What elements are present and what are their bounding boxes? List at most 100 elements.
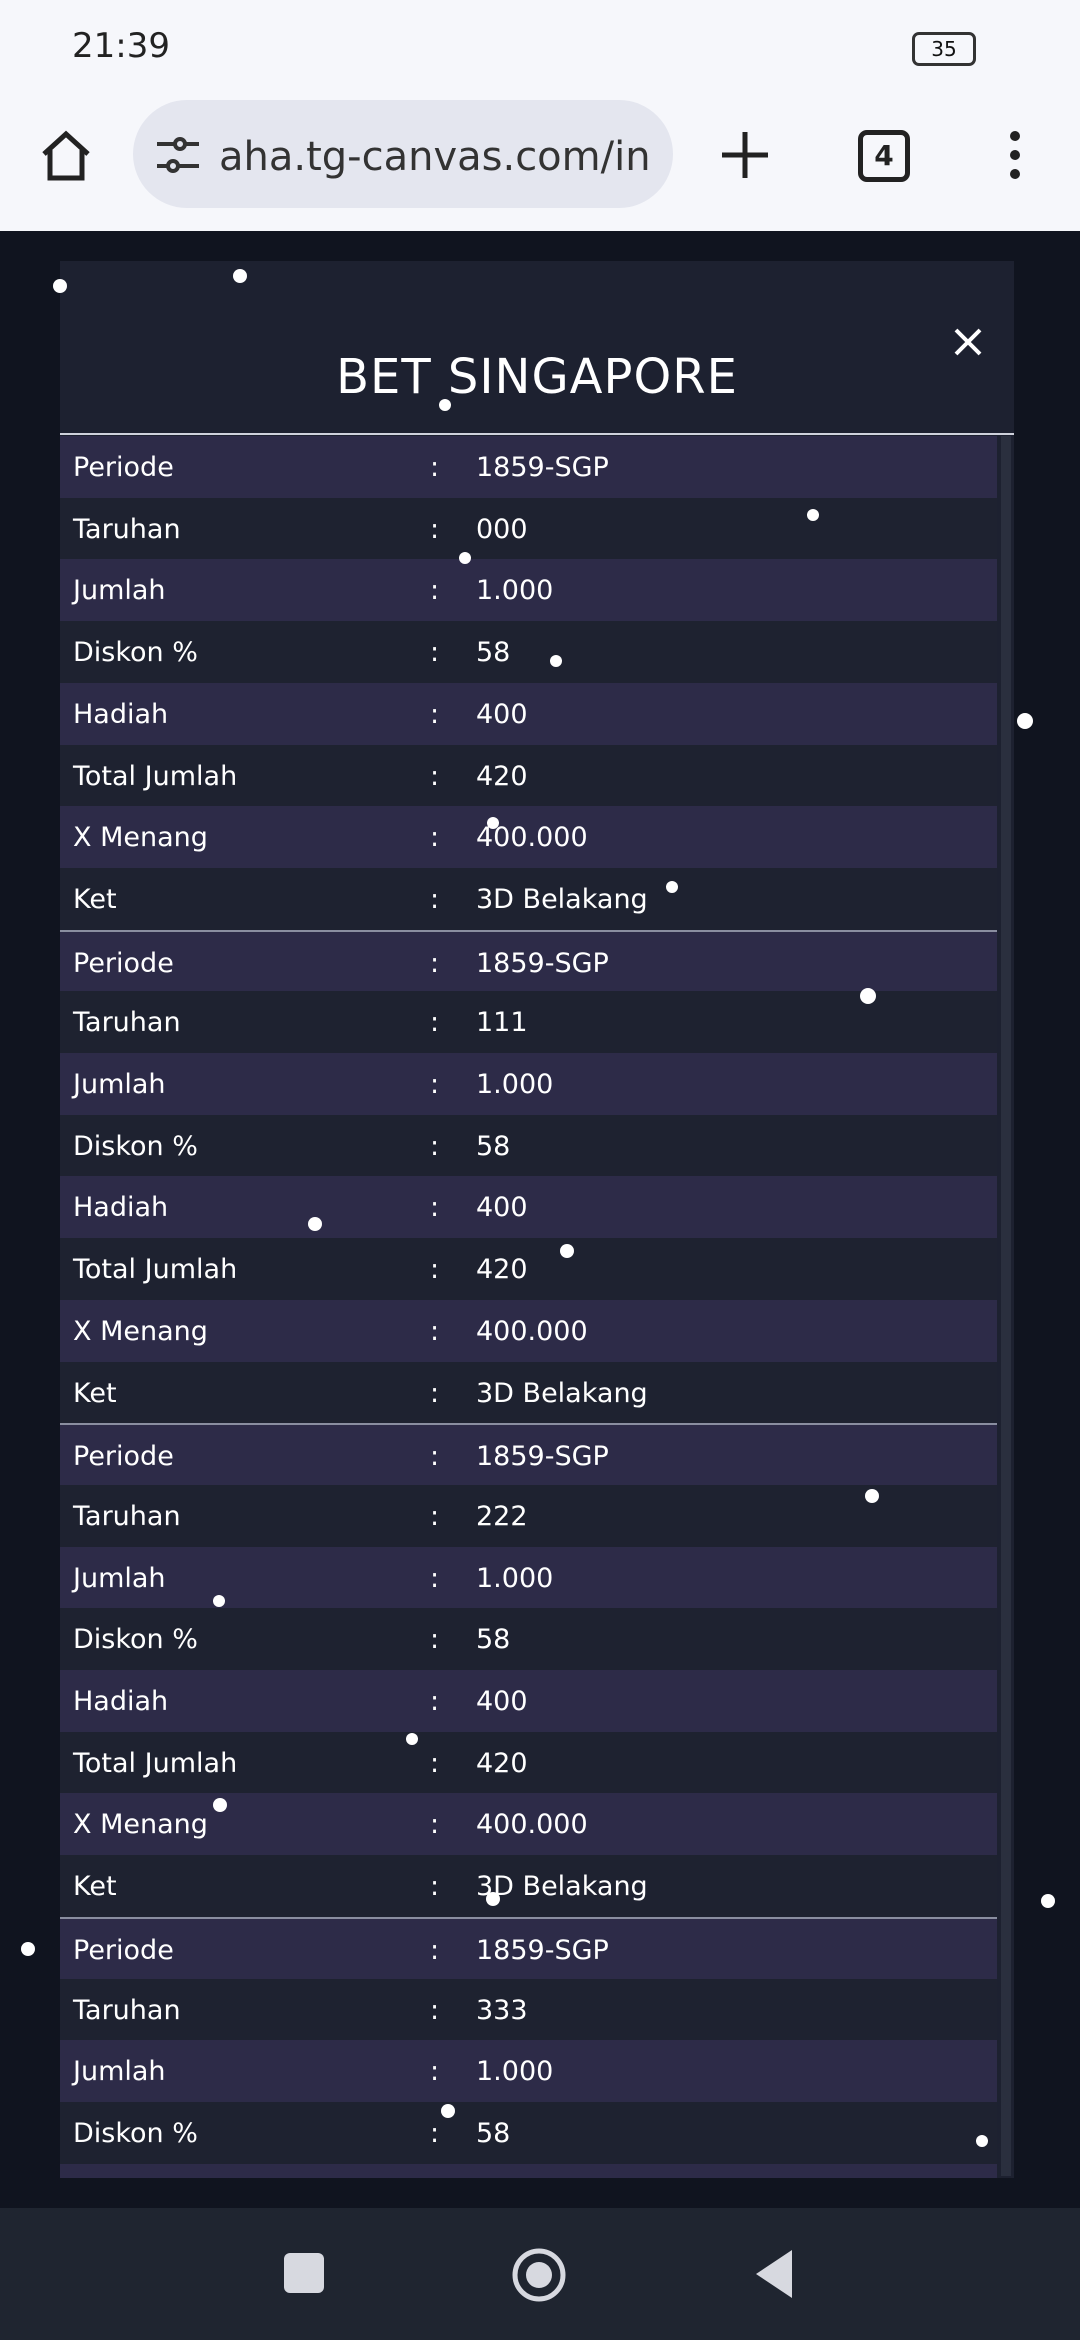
- row-value: 58: [476, 2117, 511, 2149]
- url: aha.tg-canvas.com/in: [219, 134, 651, 180]
- row-label: Diskon %: [73, 637, 198, 669]
- row-value: 420: [476, 1747, 528, 1779]
- row-label: Taruhan: [73, 513, 181, 545]
- row-label: Taruhan: [73, 1994, 181, 2026]
- row-label: Diskon %: [73, 1130, 198, 1162]
- row-label: X Menang: [73, 1809, 208, 1841]
- bet-row: Jumlah: 1.000: [60, 559, 997, 622]
- row-separator: :: [430, 760, 440, 792]
- address-bar[interactable]: aha.tg-canvas.com/in: [133, 100, 673, 208]
- bet-row: Diskon %: 58: [60, 1114, 997, 1177]
- row-value: 400.000: [476, 1315, 588, 1347]
- bet-row: Diskon %: 58: [60, 621, 997, 684]
- row-separator: :: [430, 575, 440, 607]
- bet-row: Jumlah: 1.000: [60, 1546, 997, 1609]
- row-value: 400: [476, 1686, 528, 1717]
- row-separator: :: [430, 1686, 440, 1717]
- row-label: Jumlah: [73, 1069, 166, 1100]
- row-value: 58: [476, 1130, 511, 1162]
- bet-row: Periode: 1859-SGP: [60, 1916, 997, 1981]
- page: BET SINGAPORE Periode: 1859-SGP Taruhan: 00…: [0, 231, 1080, 2208]
- row-value: 58: [476, 1624, 511, 1656]
- row-separator: :: [430, 2056, 440, 2088]
- row-value: 1.000: [476, 575, 554, 607]
- row-value: 3D Belakang: [476, 1377, 648, 1409]
- bet-row: Hadiah:400: [60, 1670, 997, 1732]
- row-separator: :: [430, 637, 440, 669]
- row-separator: :: [430, 1192, 440, 1224]
- row-value: 400: [476, 1192, 528, 1224]
- close-button[interactable]: [953, 327, 983, 357]
- row-separator: :: [430, 1871, 440, 1903]
- row-separator: :: [430, 513, 440, 545]
- row-value: 1.000: [476, 1069, 554, 1100]
- row-value: 1859-SGP: [476, 947, 609, 979]
- bet-row: Jumlah: 1.000: [60, 1053, 997, 1115]
- clock: 21:39: [72, 26, 170, 66]
- bet-row: Jumlah: 1.000: [60, 2040, 997, 2103]
- nav-bar: [0, 2208, 1080, 2340]
- row-separator: :: [430, 1747, 440, 1779]
- row-value: 3D Belakang: [476, 883, 648, 915]
- home-nav-button[interactable]: [510, 2246, 568, 2304]
- row-separator: :: [430, 1994, 440, 2026]
- row-separator: :: [430, 822, 440, 854]
- modal: BET SINGAPORE Periode: 1859-SGP Taruhan: 00…: [60, 261, 1014, 2178]
- row-value: 3D Belakang: [476, 1871, 648, 1903]
- row-label: Hadiah: [73, 1192, 169, 1224]
- row-value: 222: [476, 1500, 528, 1532]
- row-label: Jumlah: [73, 2056, 166, 2088]
- row-separator: :: [430, 1069, 440, 1100]
- row-label: Taruhan: [73, 1007, 181, 1039]
- row-separator: :: [430, 947, 440, 979]
- row-separator: :: [430, 2117, 440, 2149]
- row-label: Periode: [73, 1934, 174, 1966]
- row-value: 1859-SGP: [476, 452, 609, 483]
- bet-row: Total Jumlah: 420: [60, 744, 997, 807]
- new-tab[interactable]: [720, 130, 770, 180]
- row-separator: :: [430, 1624, 440, 1656]
- divider: [60, 433, 1014, 435]
- bet-row: X Menang:400.000: [60, 1299, 997, 1362]
- bet-row: Hadiah:400: [60, 682, 997, 745]
- row-value: 1.000: [476, 1562, 554, 1594]
- row-label: Periode: [73, 947, 174, 979]
- row-separator: :: [430, 1007, 440, 1039]
- bet-row: Hadiah: 400: [60, 1176, 997, 1239]
- row-separator: :: [430, 1254, 440, 1286]
- row-value: 420: [476, 760, 528, 792]
- row-value: 1859-SGP: [476, 1441, 609, 1473]
- row-label: Hadiah: [73, 698, 169, 730]
- row-label: Taruhan: [73, 1500, 181, 1532]
- bet-row: Diskon %: 58: [60, 1608, 997, 1671]
- menu[interactable]: [1005, 130, 1025, 180]
- site-settings[interactable]: [155, 136, 201, 176]
- back-button[interactable]: [752, 2248, 796, 2300]
- row-label: Total Jumlah: [73, 760, 238, 792]
- row-value: 1.000: [476, 2056, 554, 2088]
- row-separator: :: [430, 452, 440, 483]
- row-label: Periode: [73, 452, 174, 483]
- row-label: Ket: [73, 1871, 117, 1903]
- bet-row: Periode: 1859-SGP: [60, 1423, 997, 1488]
- scrollbar: [1001, 436, 1011, 2176]
- bet-row: Periode: 1859-SGP: [60, 436, 997, 498]
- bet-row: Hadiah:400: [60, 2163, 997, 2178]
- row-separator: :: [430, 698, 440, 730]
- row-value: 420: [476, 1254, 528, 1286]
- row-separator: :: [430, 1562, 440, 1594]
- bet-row: X Menang:400.000: [60, 806, 997, 869]
- recents-button[interactable]: [282, 2251, 326, 2295]
- row-separator: :: [430, 1934, 440, 1966]
- snow: [21, 269, 1055, 2147]
- row-separator: :: [430, 1809, 440, 1841]
- row-label: Jumlah: [73, 1562, 166, 1594]
- row-value: 1859-SGP: [476, 1934, 609, 1966]
- row-label: Diskon %: [73, 1624, 198, 1656]
- home-button[interactable]: [40, 130, 92, 182]
- row-separator: :: [430, 1377, 440, 1409]
- bet-row: Diskon %: 58: [60, 2101, 997, 2164]
- tab-count[interactable]: 4: [858, 130, 910, 182]
- row-label: Diskon %: [73, 2117, 198, 2149]
